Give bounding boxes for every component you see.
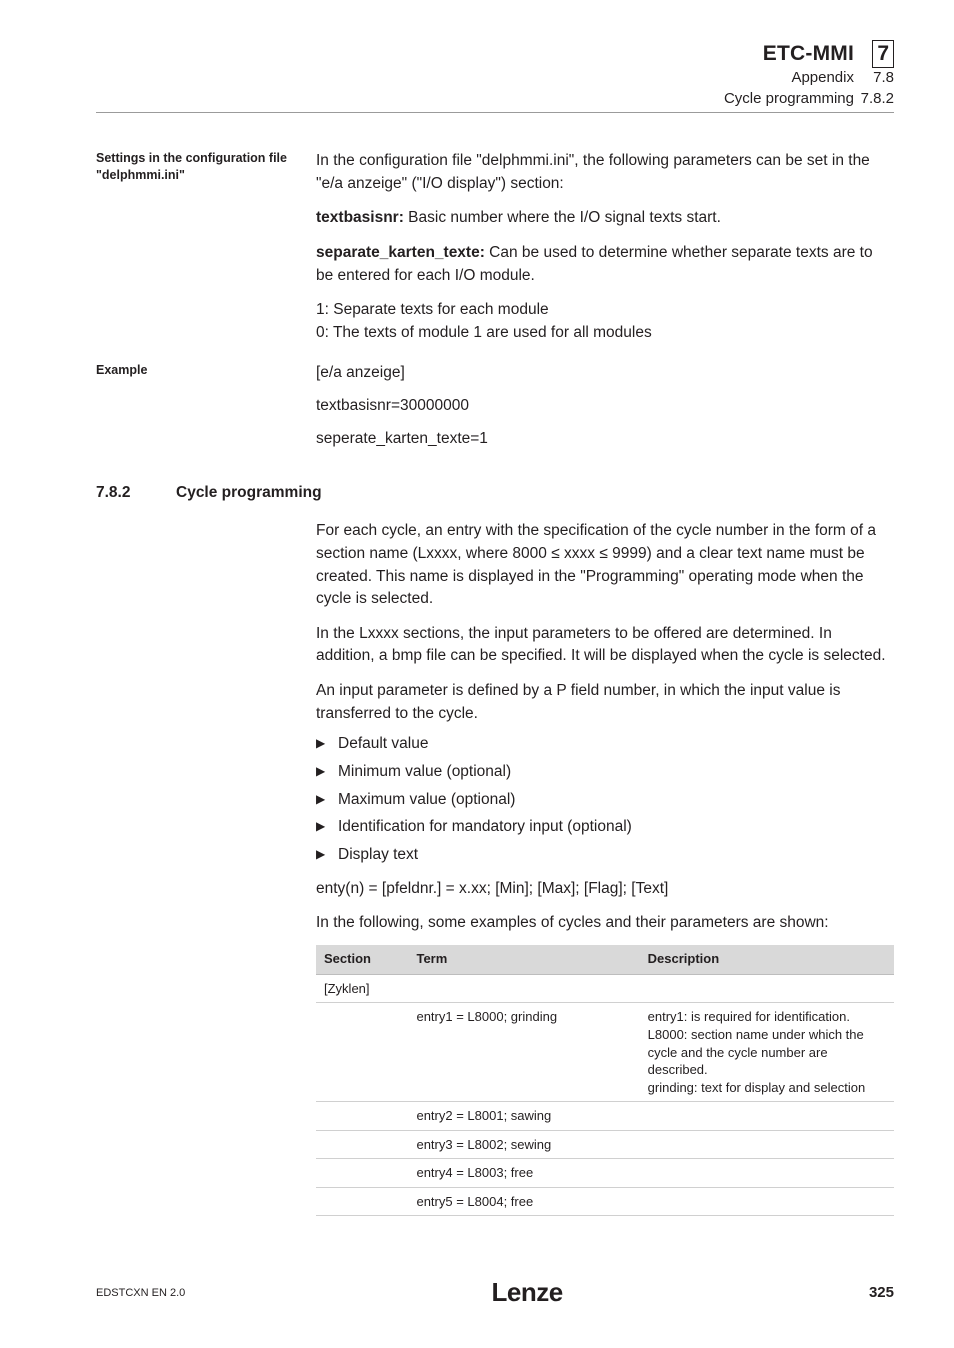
settings-p3: separate_karten_texte: Can be used to de… [316, 242, 894, 287]
header-sub1: Appendix [724, 68, 854, 88]
table-cell: entry2 = L8001; sawing [408, 1102, 639, 1131]
table-cell: entry3 = L8002; sewing [408, 1130, 639, 1159]
table-row: [Zyklen] [316, 974, 894, 1003]
section-heading-num: 7.8.2 [96, 484, 176, 502]
header-rule [96, 112, 894, 113]
cycle-paragraphs: For each cycle, an entry with the specif… [96, 520, 894, 1216]
table-header-cell: Section [316, 945, 408, 974]
settings-p4a: 1: Separate texts for each module [316, 299, 894, 322]
footer-logo: Lenze [492, 1277, 563, 1308]
table-row: entry5 = L8004; free [316, 1187, 894, 1216]
header-title: ETC-MMI [724, 40, 854, 68]
cyc-p1: For each cycle, an entry with the specif… [316, 520, 894, 611]
example-l3: seperate_karten_texte=1 [316, 428, 894, 451]
section-number: 7.8 [861, 68, 894, 88]
footer: EDSTCXN EN 2.0 Lenze 325 [96, 1277, 894, 1308]
cyc-p4: In the following, some examples of cycle… [316, 912, 894, 935]
settings-p2: textbasisnr: Basic number where the I/O … [316, 207, 894, 230]
bullet-item: Maximum value (optional) [316, 789, 894, 811]
cycle-body: For each cycle, an entry with the specif… [316, 520, 894, 1216]
table-cell: entry5 = L8004; free [408, 1187, 639, 1216]
example-l2: textbasisnr=30000000 [316, 395, 894, 418]
footer-left: EDSTCXN EN 2.0 [96, 1287, 185, 1299]
table-cell [408, 974, 639, 1003]
table-cell [316, 1159, 408, 1188]
table-cell [316, 1003, 408, 1102]
subsection-number: 7.8.2 [861, 89, 894, 109]
header-numbers: 7 7.8 7.8.2 [861, 40, 894, 109]
example-side-label: Example [96, 362, 316, 450]
content: Settings in the configuration file "delp… [96, 150, 894, 1234]
table-cell [640, 1159, 894, 1188]
table-body: [Zyklen]entry1 = L8000; grindingentry1: … [316, 974, 894, 1215]
table-cell [316, 1102, 408, 1131]
table-header-cell: Term [408, 945, 639, 974]
table-cell [640, 1130, 894, 1159]
table-cell [640, 1102, 894, 1131]
textbasisnr-label: textbasisnr: [316, 209, 404, 226]
table-cell: entry1 = L8000; grinding [408, 1003, 639, 1102]
table-cell [640, 1187, 894, 1216]
bullet-item: Default value [316, 733, 894, 755]
header-text-block: ETC-MMI Appendix Cycle programming [724, 40, 854, 109]
table-header-row: SectionTermDescription [316, 945, 894, 974]
example-body: [e/a anzeige] textbasisnr=30000000 seper… [316, 362, 894, 450]
settings-body: In the configuration file "delphmmi.ini"… [316, 150, 894, 344]
example-block: Example [e/a anzeige] textbasisnr=300000… [96, 362, 894, 450]
textbasisnr-desc: Basic number where the I/O signal texts … [404, 209, 721, 226]
header-sub2: Cycle programming [724, 89, 854, 109]
cyc-p2: In the Lxxxx sections, the input paramet… [316, 623, 894, 668]
bullet-item: Display text [316, 844, 894, 866]
settings-p1: In the configuration file "delphmmi.ini"… [316, 150, 894, 195]
bullet-list: Default value Minimum value (optional) Max… [316, 733, 894, 865]
table-row: entry4 = L8003; free [316, 1159, 894, 1188]
examples-table: SectionTermDescription [Zyklen]entry1 = … [316, 945, 894, 1216]
chapter-number: 7 [872, 40, 894, 68]
section-heading-title: Cycle programming [176, 484, 322, 501]
table-cell [316, 1187, 408, 1216]
table-header-cell: Description [640, 945, 894, 974]
settings-side-label: Settings in the configuration file "delp… [96, 150, 316, 344]
bullet-item: Identification for mandatory input (opti… [316, 816, 894, 838]
empty-side [96, 520, 316, 1216]
example-l1: [e/a anzeige] [316, 362, 894, 385]
section-heading: 7.8.2Cycle programming [96, 484, 894, 502]
table-cell: [Zyklen] [316, 974, 408, 1003]
separate-karten-label: separate_karten_texte: [316, 244, 485, 261]
table-row: entry2 = L8001; sawing [316, 1102, 894, 1131]
table-row: entry1 = L8000; grindingentry1: is requi… [316, 1003, 894, 1102]
table-cell [640, 974, 894, 1003]
enty-line: enty(n) = [pfeldnr.] = x.xx; [Min]; [Max… [316, 878, 894, 901]
page: ETC-MMI Appendix Cycle programming 7 7.8… [0, 0, 954, 1348]
settings-p4b: 0: The texts of module 1 are used for al… [316, 322, 894, 345]
cyc-p3: An input parameter is defined by a P fie… [316, 680, 894, 725]
table-row: entry3 = L8002; sewing [316, 1130, 894, 1159]
footer-page-number: 325 [869, 1284, 894, 1301]
table-cell [316, 1130, 408, 1159]
table-cell: entry4 = L8003; free [408, 1159, 639, 1188]
settings-block: Settings in the configuration file "delp… [96, 150, 894, 344]
bullet-item: Minimum value (optional) [316, 761, 894, 783]
table-cell: entry1: is required for identification. … [640, 1003, 894, 1102]
